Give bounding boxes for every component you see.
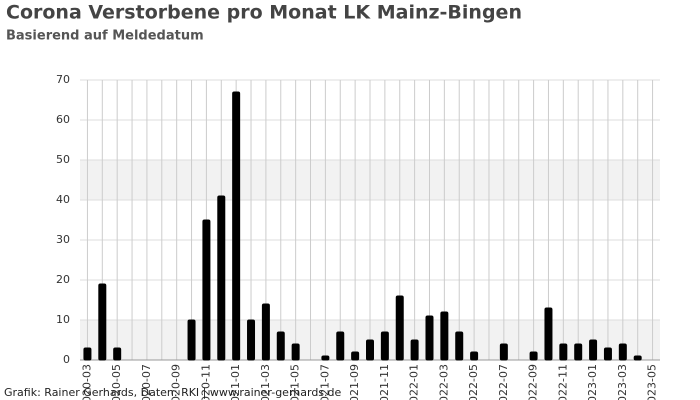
x-tick-label: 2022-01 <box>408 364 421 400</box>
bar <box>321 355 330 361</box>
bar <box>603 347 612 361</box>
bar <box>633 355 642 361</box>
y-tick-label: 50 <box>56 153 70 166</box>
bar <box>574 343 583 361</box>
bar <box>589 339 598 361</box>
bar <box>217 195 226 361</box>
x-tick-label: 2023-03 <box>616 364 629 400</box>
bar <box>291 343 300 361</box>
y-tick-label: 0 <box>63 353 70 366</box>
x-tick-label: 2021-07 <box>318 364 331 400</box>
bar <box>618 343 627 361</box>
chart-subtitle: Basierend auf Meldedatum <box>6 29 204 44</box>
bar <box>83 347 92 361</box>
x-tick-label: 2021-09 <box>348 364 361 400</box>
x-tick-label: 2020-09 <box>170 364 183 400</box>
x-tick-label: 2022-07 <box>497 364 510 400</box>
bar <box>113 347 122 361</box>
bar <box>529 351 538 361</box>
bar <box>187 319 196 361</box>
y-tick-label: 10 <box>56 313 70 326</box>
bar <box>380 331 389 361</box>
bar <box>425 315 434 361</box>
x-tick-label: 2022-11 <box>556 364 569 400</box>
bar <box>351 351 360 361</box>
y-tick-label: 60 <box>56 113 70 126</box>
footer: Grafik: Rainer Gerhards, Daten: RKI | ww… <box>4 386 342 399</box>
x-tick-label: 2023-05 <box>646 364 659 400</box>
bar <box>202 219 211 361</box>
bar <box>455 331 464 361</box>
x-tick-label: 2020-11 <box>199 364 212 400</box>
bar <box>366 339 374 361</box>
bar <box>410 339 419 361</box>
bar <box>544 307 553 361</box>
x-tick-label: 2021-11 <box>378 364 391 400</box>
x-tick-label: 2020-07 <box>140 364 153 400</box>
bar <box>276 331 285 361</box>
y-tick-label: 30 <box>56 233 70 246</box>
y-tick-label: 40 <box>56 193 70 206</box>
x-tick-label: 2022-03 <box>437 364 450 400</box>
x-tick-label: 2021-05 <box>289 364 302 400</box>
bar <box>440 311 449 361</box>
bar <box>499 343 508 361</box>
x-tick-label: 2021-03 <box>259 364 272 400</box>
bar <box>336 331 345 361</box>
bar <box>470 351 479 361</box>
bar <box>98 283 107 361</box>
x-tick-label: 2023-01 <box>586 364 599 400</box>
x-tick-label: 2020-05 <box>110 364 123 400</box>
bar <box>232 91 241 361</box>
x-tick-label: 2022-05 <box>467 364 480 400</box>
bar <box>395 295 404 361</box>
chart-title: Corona Verstorbene pro Monat LK Mainz-Bi… <box>6 2 522 24</box>
bar <box>247 319 256 361</box>
x-tick-label: 2020-03 <box>80 364 93 400</box>
y-tick-label: 20 <box>56 273 70 286</box>
x-tick-label: 2022-09 <box>527 364 540 400</box>
x-tick-label: 2021-01 <box>229 364 242 400</box>
y-tick-label: 70 <box>56 73 70 86</box>
bar <box>261 303 270 361</box>
bar <box>559 343 568 361</box>
